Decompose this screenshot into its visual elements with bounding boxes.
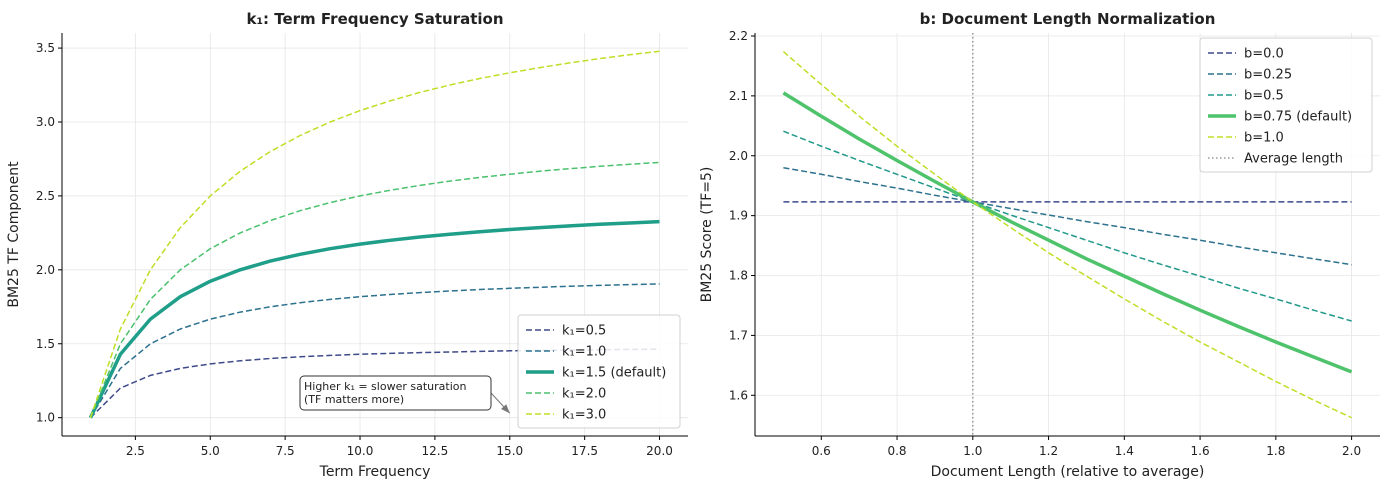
y-tick-label: 3.0 bbox=[36, 115, 55, 129]
annotation-text: (TF matters more) bbox=[304, 393, 404, 406]
legend-label: b=0.0 bbox=[1244, 47, 1284, 62]
series-line-2 bbox=[88, 219, 660, 419]
x-tick-label: 0.8 bbox=[887, 444, 906, 458]
legend-label: k₁=2.0 bbox=[562, 387, 606, 402]
series-line-4 bbox=[89, 50, 660, 418]
series-line-2 bbox=[783, 130, 1352, 322]
annotation-text: Higher k₁ = slower saturation bbox=[304, 380, 466, 393]
y-tick-label: 2.1 bbox=[729, 89, 748, 103]
series-line-3 bbox=[89, 161, 660, 418]
x-tick-label: 10.0 bbox=[347, 444, 374, 458]
x-tick-label: 0.6 bbox=[812, 444, 831, 458]
series-line-1 bbox=[89, 283, 660, 419]
annotation: Higher k₁ = slower saturation(TF matters… bbox=[299, 375, 511, 414]
legend-label: k₁=0.5 bbox=[562, 324, 606, 339]
y-tick-label: 3.5 bbox=[36, 41, 55, 55]
x-axis-label: Document Length (relative to average) bbox=[931, 464, 1205, 480]
chart-0: 2.5 5.0 7.5 10.0 12.5 15.0 17.5 20.0 1.0 1.5 2.0 2.… bbox=[6, 10, 688, 480]
x-axis-label: Term Frequency bbox=[319, 464, 431, 480]
x-tick-label: 12.5 bbox=[422, 444, 449, 458]
x-tick-label: 1.2 bbox=[1039, 444, 1058, 458]
legend: k₁=0.5 k₁=1.0 k₁=1.5 (default) k₁=2.0 k₁=3.0 bbox=[517, 314, 681, 429]
y-tick-label: 1.5 bbox=[36, 337, 55, 351]
y-tick-label: 2.0 bbox=[36, 263, 55, 277]
chart-1: 0.6 0.8 1.0 1.2 1.4 1.6 1.8 2.0 1.6 1.7 1.8 1.9 2.0 2… bbox=[699, 10, 1380, 480]
series-line-4 bbox=[782, 51, 1352, 419]
legend-label: b=0.5 bbox=[1244, 89, 1284, 104]
y-tick-label: 2.0 bbox=[729, 149, 748, 163]
chart-title: k₁: Term Frequency Saturation bbox=[246, 10, 503, 28]
legend-label: b=1.0 bbox=[1244, 131, 1284, 146]
x-tick-label: 2.5 bbox=[126, 444, 145, 458]
legend-frame bbox=[517, 314, 681, 429]
y-tick-label: 1.8 bbox=[729, 269, 748, 283]
y-tick-label: 2.5 bbox=[36, 189, 55, 203]
legend-label: k₁=1.5 (default) bbox=[562, 366, 666, 381]
y-tick-label: 1.7 bbox=[729, 328, 748, 342]
annotation-box bbox=[299, 375, 492, 411]
y-axis-label: BM25 TF Component bbox=[6, 161, 22, 308]
legend: b=0.0 b=0.25 b=0.5 b=0.75 (default) b=1.0 Ave… bbox=[1199, 37, 1373, 173]
legend-label: Average length bbox=[1244, 152, 1343, 167]
y-tick-label: 1.6 bbox=[729, 388, 748, 402]
y-tick-label: 1.9 bbox=[729, 209, 748, 223]
y-axis-label: BM25 Score (TF=5) bbox=[699, 167, 715, 303]
legend-label: k₁=3.0 bbox=[562, 408, 606, 423]
legend-frame bbox=[1199, 37, 1373, 173]
x-tick-label: 2.0 bbox=[1342, 444, 1361, 458]
legend-label: b=0.25 bbox=[1244, 68, 1292, 83]
x-tick-label: 7.5 bbox=[276, 444, 295, 458]
y-tick-label: 2.2 bbox=[729, 29, 748, 43]
legend-label: k₁=1.0 bbox=[562, 345, 606, 360]
series-line-3 bbox=[782, 91, 1353, 374]
y-tick-label: 1.0 bbox=[36, 411, 55, 425]
x-tick-label: 20.0 bbox=[646, 444, 673, 458]
x-tick-label: 1.4 bbox=[1115, 444, 1134, 458]
x-tick-label: 17.5 bbox=[571, 444, 598, 458]
x-tick-label: 5.0 bbox=[201, 444, 220, 458]
x-tick-label: 1.0 bbox=[963, 444, 982, 458]
series-line-1 bbox=[783, 166, 1352, 266]
chart-title: b: Document Length Normalization bbox=[920, 10, 1216, 28]
legend-label: b=0.75 (default) bbox=[1244, 110, 1352, 125]
arrow-head-icon bbox=[501, 404, 510, 414]
x-tick-label: 15.0 bbox=[496, 444, 523, 458]
x-tick-label: 1.8 bbox=[1266, 444, 1285, 458]
x-tick-label: 1.6 bbox=[1191, 444, 1210, 458]
